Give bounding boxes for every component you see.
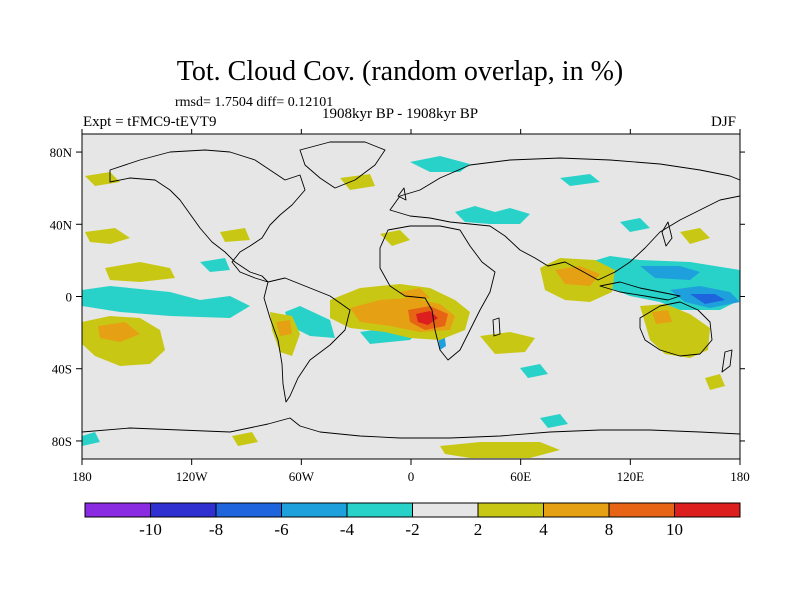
lat-tick-label: 80S bbox=[52, 434, 72, 449]
coast-new-zealand bbox=[721, 349, 733, 373]
colorbar-label: -4 bbox=[340, 520, 355, 539]
colorbar-label: -8 bbox=[209, 520, 223, 539]
latitude-axis: 80N 40N 0 40S 80S bbox=[50, 145, 745, 449]
longitude-axis: 180 120W 60W 0 60E 120E 180 bbox=[72, 129, 750, 484]
anomaly-field bbox=[82, 156, 740, 458]
anomaly-patch bbox=[85, 172, 120, 186]
anomaly-patch bbox=[540, 414, 568, 428]
anomaly-patch bbox=[400, 288, 430, 302]
anomaly-patch bbox=[690, 294, 725, 304]
colorbar-swatch bbox=[150, 502, 217, 518]
anomaly-patch bbox=[455, 206, 530, 224]
stats-line: rmsd= 1.7504 diff= 0.12101 bbox=[175, 95, 334, 110]
anomaly-patch bbox=[276, 320, 292, 336]
anomaly-patch bbox=[120, 298, 190, 312]
anomaly-patch bbox=[480, 332, 535, 354]
lon-tick-label: 180 bbox=[72, 469, 92, 484]
coast-south-america bbox=[263, 277, 351, 403]
anomaly-patch bbox=[652, 310, 672, 324]
map-panel bbox=[81, 133, 741, 460]
anomaly-patch bbox=[340, 174, 375, 190]
anomaly-patch bbox=[640, 266, 700, 280]
colorbar-swatch bbox=[84, 502, 151, 518]
colorbar-swatch bbox=[477, 502, 544, 518]
lon-tick-label: 180 bbox=[730, 469, 750, 484]
anomaly-patch bbox=[705, 374, 725, 390]
anomaly-patch bbox=[105, 262, 175, 282]
colorbar-swatch bbox=[543, 502, 610, 518]
coast-australia bbox=[639, 301, 713, 357]
colorbar-label: 2 bbox=[474, 520, 483, 539]
lon-tick-label: 0 bbox=[408, 469, 415, 484]
colorbar-label: -2 bbox=[405, 520, 419, 539]
lon-tick-label: 120W bbox=[176, 469, 209, 484]
lon-tick-label: 120E bbox=[617, 469, 645, 484]
anomaly-patch bbox=[380, 230, 410, 246]
period-label: 1908kyr BP - 1908kyr BP bbox=[322, 106, 479, 122]
anomaly-patch bbox=[410, 156, 470, 172]
colorbar-label: 4 bbox=[539, 520, 548, 539]
anomaly-patch bbox=[440, 442, 560, 458]
chart-title: Tot. Cloud Cov. (random overlap, in %) bbox=[176, 56, 624, 87]
colorbar: -10 -8 -6 -4 -2 2 4 8 10 bbox=[84, 502, 741, 539]
anomaly-patch bbox=[220, 228, 250, 242]
colorbar-label: 8 bbox=[605, 520, 614, 539]
colorbar-swatch bbox=[674, 502, 741, 518]
colorbar-swatch bbox=[281, 502, 348, 518]
coastlines bbox=[82, 141, 740, 439]
coast-north-america bbox=[109, 149, 306, 283]
coast-eurasia bbox=[389, 157, 740, 281]
lat-tick-label: 40S bbox=[52, 362, 72, 377]
anomaly-patch bbox=[560, 174, 600, 186]
lon-tick-label: 60W bbox=[289, 469, 315, 484]
lat-tick-label: 40N bbox=[50, 217, 73, 232]
lon-tick-label: 60E bbox=[510, 469, 531, 484]
coast-africa bbox=[379, 225, 496, 361]
lat-tick-label: 0 bbox=[66, 290, 73, 305]
anomaly-patch bbox=[85, 228, 130, 244]
colorbar-label: -10 bbox=[139, 520, 162, 539]
anomaly-patch bbox=[680, 228, 710, 244]
anomaly-patch bbox=[555, 266, 600, 286]
coast-indonesia bbox=[599, 281, 681, 301]
anomaly-patch bbox=[98, 322, 140, 342]
coast-antarctica bbox=[82, 417, 740, 439]
season-label: DJF bbox=[711, 114, 737, 130]
coast-madagascar bbox=[492, 317, 501, 337]
colorbar-swatch bbox=[346, 502, 413, 518]
colorbar-swatch bbox=[412, 502, 479, 518]
coast-britain bbox=[397, 187, 407, 201]
experiment-label: Expt = tFMC9-tEVT9 bbox=[83, 114, 217, 130]
anomaly-patch bbox=[285, 306, 335, 338]
colorbar-swatch bbox=[215, 502, 282, 518]
coast-greenland bbox=[299, 141, 386, 189]
anomaly-patch bbox=[620, 218, 650, 232]
colorbar-swatch bbox=[608, 502, 675, 518]
anomaly-patch bbox=[520, 364, 548, 378]
colorbar-label: 10 bbox=[666, 520, 683, 539]
coast-japan bbox=[661, 221, 673, 247]
anomaly-patch bbox=[232, 432, 258, 446]
colorbar-label: -6 bbox=[274, 520, 288, 539]
lat-tick-label: 80N bbox=[50, 145, 73, 160]
anomaly-patch bbox=[200, 258, 230, 272]
anomaly-patch bbox=[82, 432, 100, 446]
